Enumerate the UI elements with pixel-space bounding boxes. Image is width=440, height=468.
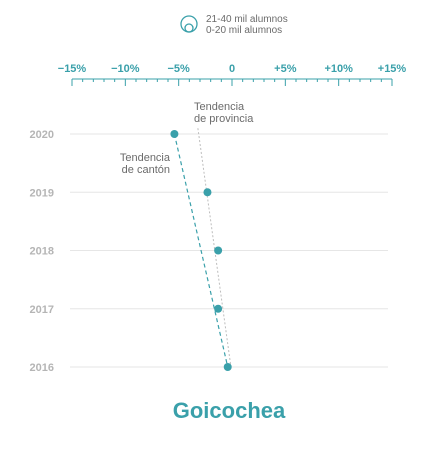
x-tick-label: −15%	[58, 63, 87, 75]
data-point	[223, 363, 232, 371]
year-label: 2016	[30, 362, 54, 374]
annotation-provincia-line-2: de provincia	[194, 113, 254, 125]
x-tick-label: −5%	[168, 63, 191, 75]
chart-title: Goicochea	[173, 398, 286, 423]
year-label: 2017	[30, 304, 54, 316]
annotation-canton: Tendencia de cantón	[120, 152, 171, 176]
data-point	[214, 246, 223, 255]
data-point	[203, 188, 212, 197]
year-label: 2019	[30, 187, 54, 199]
x-tick-label: +15%	[378, 63, 407, 75]
annotation-canton-line-1: Tendencia	[120, 152, 171, 164]
year-labels: 2020 2019 2018 2017 2016	[30, 129, 54, 374]
annotation-provincia: Tendencia de provincia	[194, 101, 254, 125]
trend-lines	[173, 128, 232, 368]
data-point	[170, 130, 179, 138]
data-point	[214, 304, 223, 313]
nested-circles-icon	[180, 15, 198, 33]
x-tick-label: −10%	[111, 63, 140, 75]
legend-label-large: 21-40 mil alumnos	[206, 14, 288, 25]
x-axis: −15% −10% −5% 0 +5% +10% +15%	[58, 63, 407, 86]
x-tick-label: +10%	[324, 63, 353, 75]
x-tick-label: +5%	[274, 63, 297, 75]
annotation-provincia-line-1: Tendencia	[194, 101, 245, 113]
gridlines	[70, 133, 388, 368]
annotation-canton-line-2: de cantón	[122, 164, 170, 176]
legend: 21-40 mil alumnos 0-20 mil alumnos	[180, 14, 288, 36]
trend-line-canton	[173, 133, 229, 368]
year-label: 2020	[30, 129, 54, 141]
trend-line-provincia	[197, 128, 232, 368]
year-label: 2018	[30, 246, 54, 258]
legend-label-small: 0-20 mil alumnos	[206, 25, 282, 36]
x-tick-label: 0	[229, 63, 235, 75]
data-points	[170, 130, 232, 371]
